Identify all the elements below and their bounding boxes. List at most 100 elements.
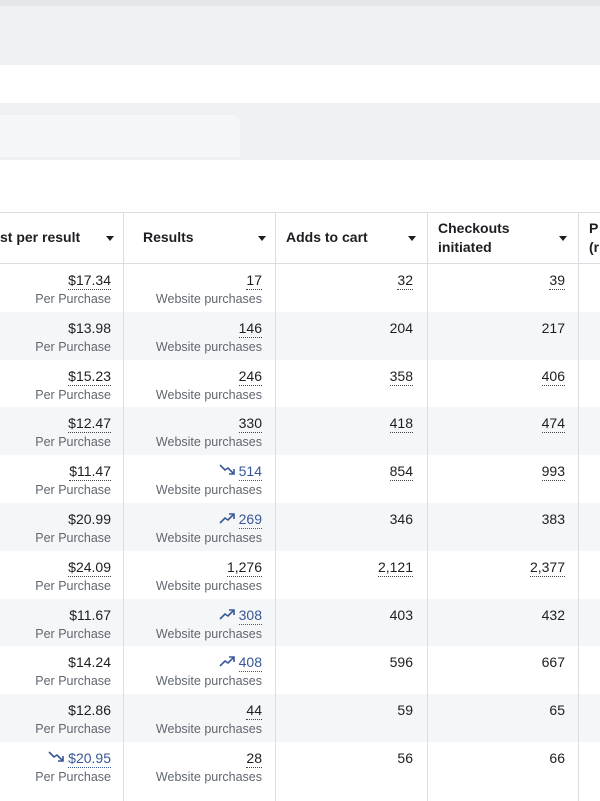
cell-subtitle: Website purchases — [155, 292, 262, 306]
value-text[interactable]: 408 — [238, 654, 262, 673]
cell-value: 358 — [389, 367, 413, 386]
value-text[interactable]: 406 — [541, 367, 565, 386]
cell-value: 217 — [542, 320, 565, 336]
cell-subtitle: Website purchases — [155, 531, 262, 545]
value-text[interactable]: 146 — [238, 319, 262, 338]
cell-subtitle: Website purchases — [155, 387, 262, 402]
cell-value: 418 — [389, 415, 413, 434]
value-text: 217 — [541, 319, 565, 336]
cell-value: 330 — [238, 415, 262, 434]
value-text[interactable]: 514 — [238, 463, 262, 482]
value-text: 204 — [389, 319, 413, 336]
tab[interactable] — [0, 115, 240, 157]
cell-value: $11.67 — [69, 607, 111, 623]
value-text[interactable]: 2,377 — [529, 558, 565, 577]
value-text[interactable]: 17 — [246, 272, 262, 290]
cell-subtitle: Website purchases — [155, 626, 262, 641]
value-text: $13.98 — [68, 319, 111, 336]
cell-value: $20.95 — [48, 750, 111, 768]
cell-value: 596 — [390, 654, 413, 670]
value-text: 383 — [541, 511, 565, 527]
sort-caret[interactable] — [559, 236, 567, 241]
sort-caret[interactable] — [106, 236, 114, 241]
value-text[interactable]: 2,121 — [377, 558, 413, 577]
cell-subtitle: Website purchases — [155, 483, 262, 498]
cell-value: 146 — [238, 319, 262, 338]
row-background — [0, 407, 600, 456]
cell-value: 28 — [246, 750, 262, 768]
value-text[interactable]: $12.47 — [68, 415, 111, 434]
value-text[interactable]: 269 — [238, 511, 262, 529]
cell-value: $11.47 — [69, 463, 111, 482]
value-text[interactable]: 1,276 — [226, 558, 262, 577]
value-text[interactable]: 28 — [246, 750, 262, 768]
header-border — [0, 263, 600, 264]
cell-subtitle: Website purchases — [155, 339, 262, 354]
value-text[interactable]: $15.23 — [68, 367, 111, 386]
cell-value: 246 — [238, 367, 262, 386]
column-header[interactable]: Results — [143, 228, 194, 247]
cell-subtitle: Per Purchase — [35, 339, 111, 354]
top-edge — [0, 0, 600, 6]
cell-subtitle: Per Purchase — [35, 292, 111, 306]
header-line: initiated — [438, 239, 492, 255]
sort-caret[interactable] — [408, 236, 416, 241]
cell-value: $12.86 — [68, 702, 111, 718]
cell-value: $13.98 — [68, 320, 111, 336]
cell-value: 56 — [397, 750, 413, 766]
header-line: (r — [589, 239, 600, 255]
column-header[interactable]: Checkouts initiated — [438, 219, 510, 257]
value-text: 403 — [389, 606, 413, 623]
cell-value: 406 — [541, 367, 565, 386]
cell-value: 17 — [246, 272, 262, 290]
cell-value: 1,276 — [226, 558, 262, 577]
cell-value: $20.99 — [68, 511, 111, 527]
cell-subtitle: Per Purchase — [35, 674, 111, 689]
column-header[interactable]: Adds to cart — [286, 228, 368, 247]
value-text[interactable]: 993 — [541, 463, 565, 482]
header-line: Results — [143, 229, 194, 245]
cell-value: 66 — [549, 750, 565, 766]
value-text[interactable]: 308 — [238, 606, 262, 625]
trend-icon — [219, 656, 235, 667]
column-divider — [578, 213, 579, 801]
cell-value: $15.23 — [68, 367, 111, 386]
cell-subtitle: Per Purchase — [35, 531, 111, 545]
top-bar — [0, 0, 600, 65]
column-header[interactable]: P (r — [589, 219, 599, 257]
table: $17.34 Per Purchase 17 Website purchases 32 3… — [0, 212, 600, 801]
value-text[interactable]: 418 — [389, 415, 413, 434]
value-text[interactable]: 32 — [397, 272, 413, 290]
value-text[interactable]: $24.09 — [68, 558, 111, 577]
cell-subtitle: Per Purchase — [35, 435, 111, 450]
value-text: 59 — [397, 702, 413, 719]
column-header[interactable]: st per result — [0, 228, 80, 247]
sort-caret[interactable] — [258, 236, 266, 241]
cell-value: 403 — [390, 607, 413, 623]
cell-value: 2,121 — [377, 558, 413, 577]
cell-subtitle: Per Purchase — [35, 626, 111, 641]
cell-value: 346 — [390, 511, 413, 527]
value-text[interactable]: 854 — [389, 463, 413, 482]
value-text[interactable]: 246 — [238, 367, 262, 386]
value-text[interactable]: 39 — [549, 272, 565, 290]
cell-subtitle: Website purchases — [155, 770, 262, 784]
cell-subtitle: Website purchases — [155, 578, 262, 593]
row-background — [0, 694, 600, 742]
value-text[interactable]: $20.95 — [68, 750, 111, 768]
cell-subtitle: Website purchases — [155, 435, 262, 450]
value-text[interactable]: $17.34 — [68, 272, 111, 290]
value-text[interactable]: 358 — [389, 367, 413, 386]
cell-value: 514 — [219, 463, 262, 482]
value-text: 432 — [541, 606, 565, 623]
value-text[interactable]: $11.47 — [69, 463, 111, 482]
value-text: 65 — [549, 702, 565, 719]
value-text[interactable]: 330 — [238, 415, 262, 434]
value-text[interactable]: 44 — [246, 702, 262, 721]
value-text[interactable]: 474 — [541, 415, 565, 434]
value-text: $20.99 — [68, 511, 111, 527]
row-background — [0, 598, 600, 647]
value-text: $12.86 — [68, 702, 111, 719]
trend-icon — [219, 464, 235, 475]
